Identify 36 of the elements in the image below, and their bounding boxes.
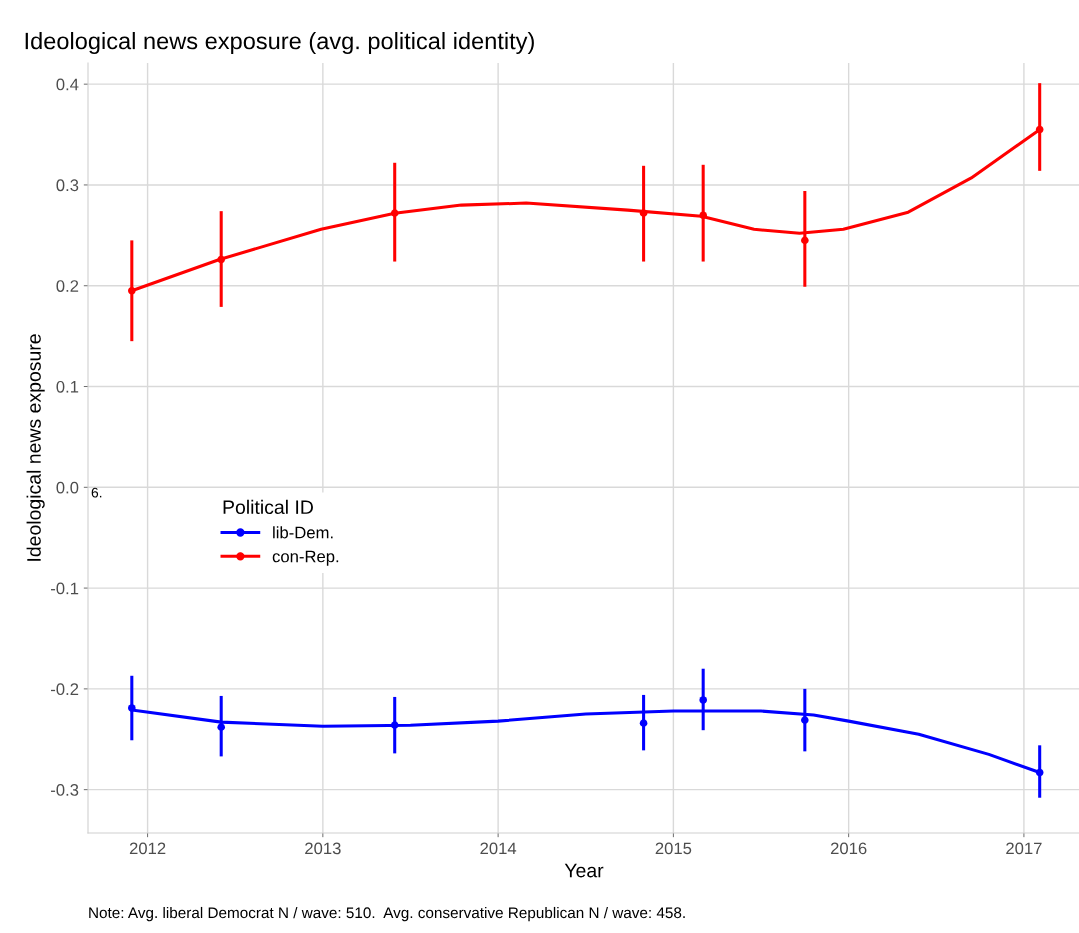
x-tick-label: 2012 (129, 842, 166, 855)
point (801, 236, 809, 245)
y-tick-label: -0.2 (51, 683, 79, 696)
y-tick-label: 0.3 (56, 179, 79, 192)
point (699, 696, 707, 704)
x-axis-title: Year (564, 863, 604, 878)
point (128, 286, 136, 295)
y-tick-label: -0.3 (51, 784, 79, 796)
point (1035, 768, 1044, 777)
y-tick-label: 0.2 (56, 280, 79, 292)
y-tick-label: -0.1 (51, 582, 79, 595)
x-tick-label: 2017 (1006, 842, 1042, 855)
point (128, 704, 136, 712)
point (217, 255, 226, 264)
point (639, 209, 648, 217)
point (639, 719, 648, 727)
annotation: 6. (91, 487, 102, 498)
point (390, 721, 399, 729)
x-tick-label: 2016 (830, 842, 867, 855)
y-axis-title: Ideological news exposure (26, 334, 45, 561)
y-tick-label: 0.4 (56, 78, 79, 91)
y-tick-label: 0.0 (56, 481, 79, 494)
legend-label: con-Rep. (272, 550, 339, 566)
point (699, 211, 707, 219)
point (1035, 125, 1044, 134)
point (801, 716, 809, 724)
point (217, 723, 226, 731)
x-tick-label: 2015 (655, 842, 692, 855)
legend-title: Political ID (223, 499, 313, 515)
chart-title: Ideological news exposure (avg. political identity) (25, 32, 534, 55)
y-tick-label: 0.1 (56, 380, 79, 393)
x-tick-label: 2014 (480, 842, 517, 855)
point (390, 209, 399, 217)
text: Note: Avg. liberal Democrat N / wave: 510. Avg. conservative Republican N / wave: 458. (89, 906, 685, 922)
x-tick-label: 2013 (305, 842, 341, 855)
legend-label: lib-Dem. (273, 526, 333, 539)
